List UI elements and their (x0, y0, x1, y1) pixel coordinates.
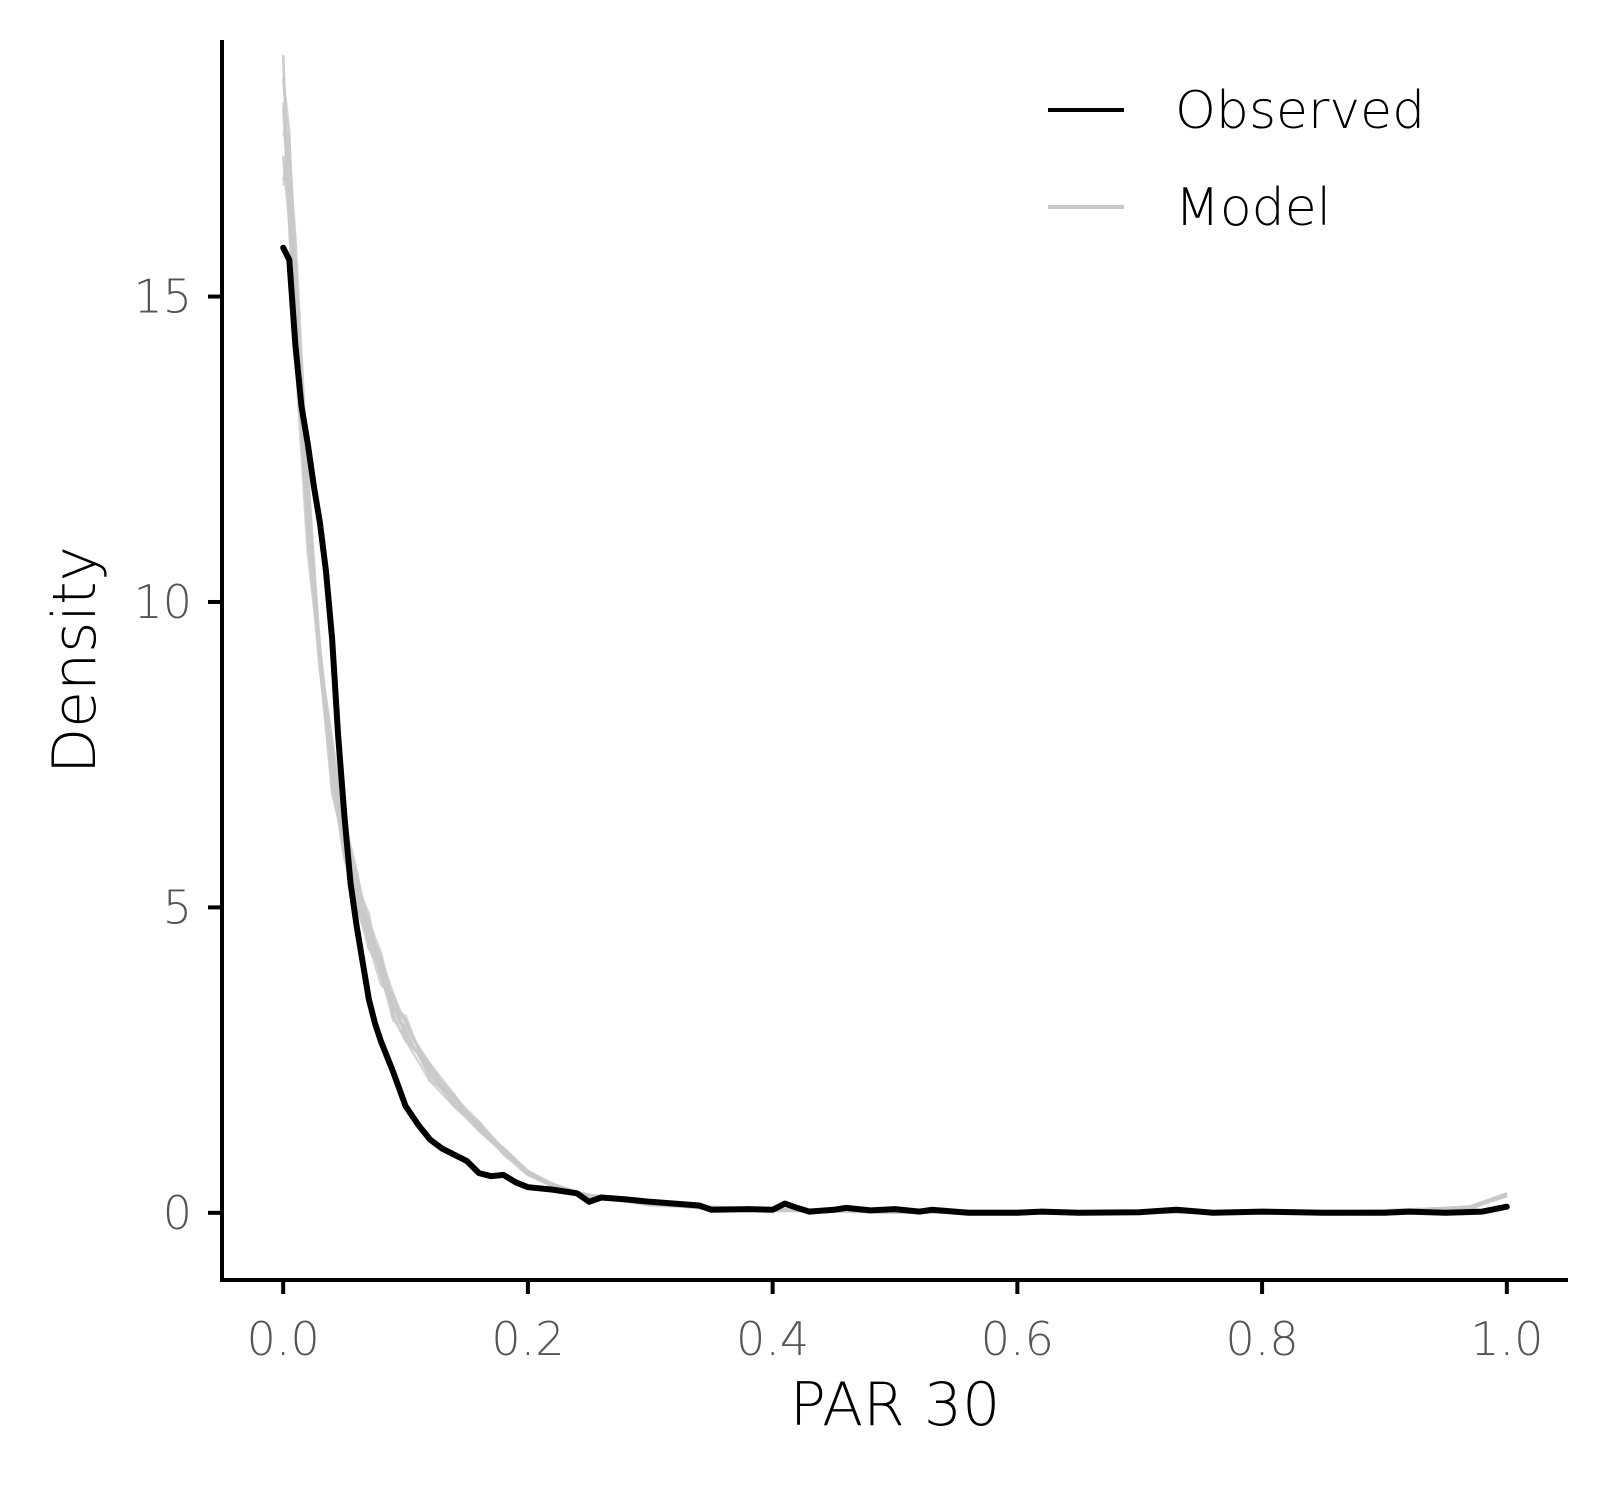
model-line-8 (282, 132, 1508, 1215)
x-axis-title: PAR 30 (790, 1370, 1001, 1440)
x-tick-label-3: 0.6 (981, 1312, 1054, 1366)
x-axis-ticks: 0.0 0.2 0.4 0.6 0.8 1.0 (247, 1280, 1543, 1366)
x-tick-label-0: 0.0 (247, 1312, 320, 1366)
observed-line-path (280, 244, 1510, 1216)
legend-label-model: Model (1175, 178, 1331, 238)
y-tick-label-1: 5 (163, 880, 192, 934)
model-line-9 (281, 157, 1508, 1215)
model-line-7 (281, 107, 1508, 1215)
axes (220, 40, 1568, 1282)
model-line-4 (281, 139, 1508, 1215)
x-tick-label-1: 0.2 (491, 1312, 564, 1366)
y-tick-label-2: 10 (133, 575, 192, 629)
y-axis-title: Density (40, 546, 110, 774)
observed-series-line (280, 244, 1510, 1216)
model-line-1 (281, 102, 1508, 1215)
model-line-0 (281, 77, 1508, 1215)
legend: Observed Model (1048, 81, 1425, 238)
y-tick-label-3: 15 (133, 270, 192, 324)
model-line-6 (281, 79, 1508, 1215)
model-line-3 (281, 155, 1508, 1215)
x-tick-label-4: 0.8 (1226, 1312, 1299, 1366)
y-axis-ticks: 0 5 10 15 (133, 270, 222, 1240)
model-line-10 (281, 155, 1508, 1215)
model-line-2 (282, 129, 1508, 1215)
x-tick-label-5: 1.0 (1470, 1312, 1543, 1366)
y-tick-label-0: 0 (163, 1186, 192, 1240)
legend-label-observed: Observed (1175, 81, 1425, 141)
x-tick-label-2: 0.4 (736, 1312, 809, 1366)
